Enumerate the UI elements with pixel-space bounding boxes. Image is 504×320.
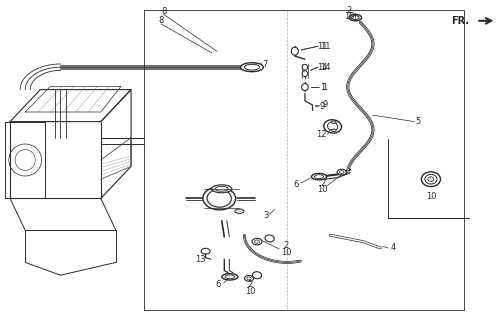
- Ellipse shape: [301, 84, 308, 91]
- Text: 14: 14: [318, 63, 328, 72]
- Text: 10: 10: [344, 12, 354, 21]
- Text: 6: 6: [215, 280, 220, 289]
- Text: 8: 8: [161, 7, 166, 16]
- Text: 1: 1: [320, 83, 325, 92]
- Ellipse shape: [428, 177, 434, 182]
- Ellipse shape: [349, 14, 361, 21]
- Text: 9: 9: [320, 102, 325, 111]
- Ellipse shape: [244, 64, 260, 70]
- Text: 9: 9: [323, 100, 328, 109]
- Text: 10: 10: [245, 287, 255, 296]
- Text: 14: 14: [320, 63, 330, 72]
- Text: 11: 11: [320, 42, 330, 51]
- Text: 4: 4: [391, 244, 396, 252]
- Ellipse shape: [331, 121, 336, 124]
- Ellipse shape: [244, 276, 254, 281]
- Text: 5: 5: [416, 117, 421, 126]
- Ellipse shape: [324, 120, 342, 133]
- Text: 7: 7: [262, 60, 267, 68]
- Text: 6: 6: [293, 180, 298, 188]
- Ellipse shape: [246, 277, 251, 280]
- Text: 2: 2: [284, 241, 289, 250]
- Ellipse shape: [240, 63, 263, 72]
- Text: 2: 2: [320, 179, 325, 188]
- Ellipse shape: [203, 187, 236, 210]
- Text: 10: 10: [318, 185, 328, 194]
- Ellipse shape: [314, 175, 324, 179]
- Ellipse shape: [222, 274, 238, 280]
- Ellipse shape: [302, 64, 307, 70]
- Ellipse shape: [215, 186, 228, 191]
- Text: 13: 13: [195, 255, 206, 264]
- Ellipse shape: [421, 172, 440, 187]
- Text: 12: 12: [317, 130, 327, 139]
- Ellipse shape: [212, 185, 232, 193]
- Ellipse shape: [331, 129, 336, 132]
- Text: 10: 10: [426, 192, 436, 201]
- Text: 3: 3: [263, 212, 268, 220]
- Ellipse shape: [328, 122, 338, 131]
- Ellipse shape: [253, 272, 262, 279]
- Ellipse shape: [265, 235, 274, 242]
- Ellipse shape: [207, 190, 231, 207]
- Ellipse shape: [291, 47, 298, 55]
- Text: 11: 11: [318, 42, 328, 51]
- Ellipse shape: [337, 169, 346, 175]
- Ellipse shape: [302, 71, 307, 76]
- Text: FR.: FR.: [451, 16, 469, 26]
- Text: 1: 1: [323, 83, 328, 92]
- Ellipse shape: [225, 275, 235, 279]
- Ellipse shape: [352, 16, 359, 20]
- Text: 8: 8: [159, 16, 164, 25]
- Ellipse shape: [235, 209, 244, 213]
- Ellipse shape: [340, 171, 344, 173]
- Ellipse shape: [255, 240, 260, 243]
- Ellipse shape: [311, 173, 327, 180]
- Text: 10: 10: [281, 248, 291, 257]
- Ellipse shape: [425, 174, 437, 184]
- Ellipse shape: [252, 238, 262, 245]
- Text: 2: 2: [247, 280, 253, 289]
- Text: 2: 2: [347, 6, 352, 15]
